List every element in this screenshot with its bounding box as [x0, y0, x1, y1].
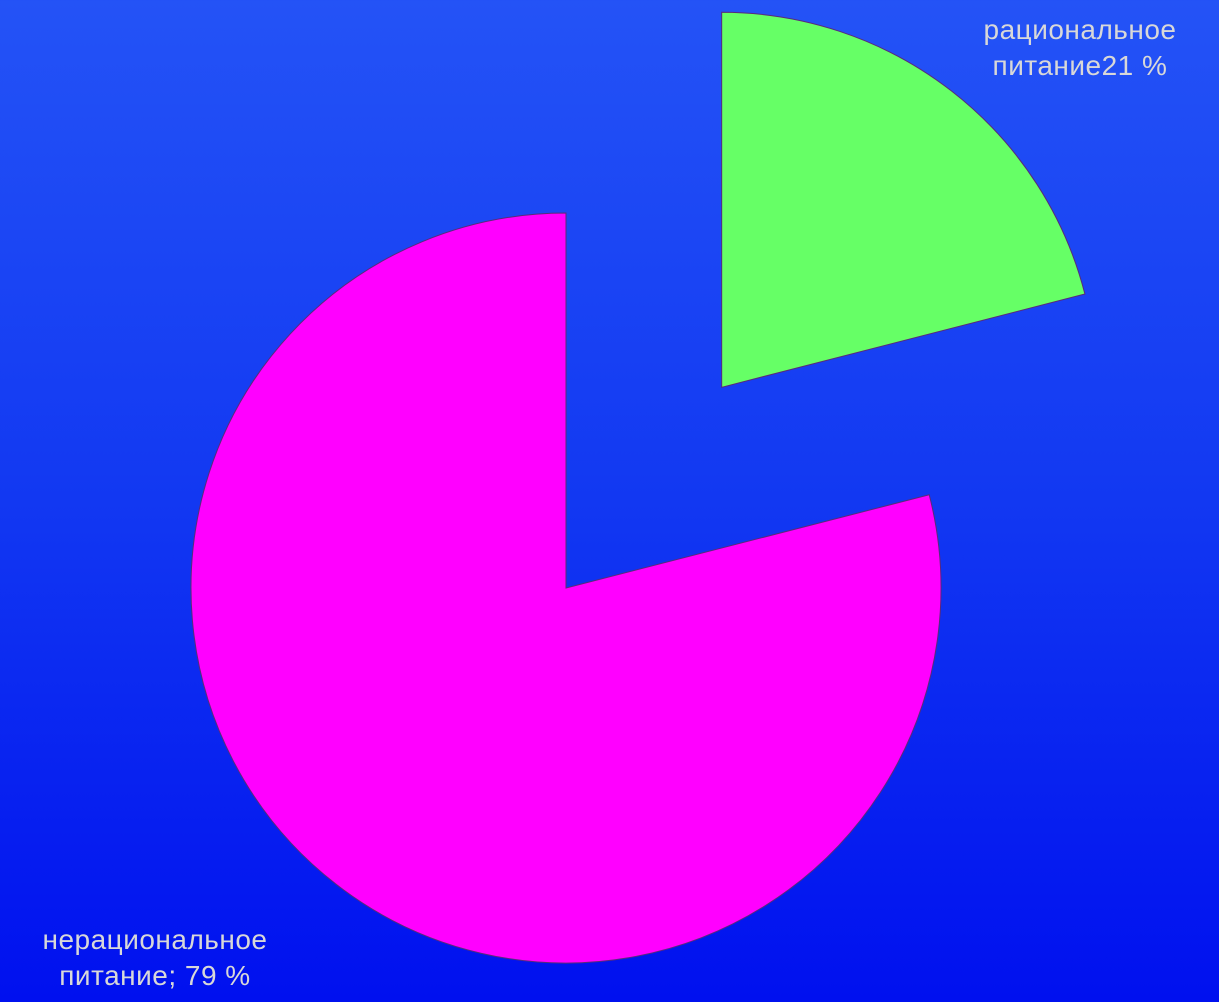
data-label: рациональное питание21 %	[983, 14, 1177, 81]
pie-slice	[721, 11, 1086, 388]
pie-slice	[190, 212, 942, 964]
data-label: нерациональное питание; 79 %	[42, 924, 268, 991]
